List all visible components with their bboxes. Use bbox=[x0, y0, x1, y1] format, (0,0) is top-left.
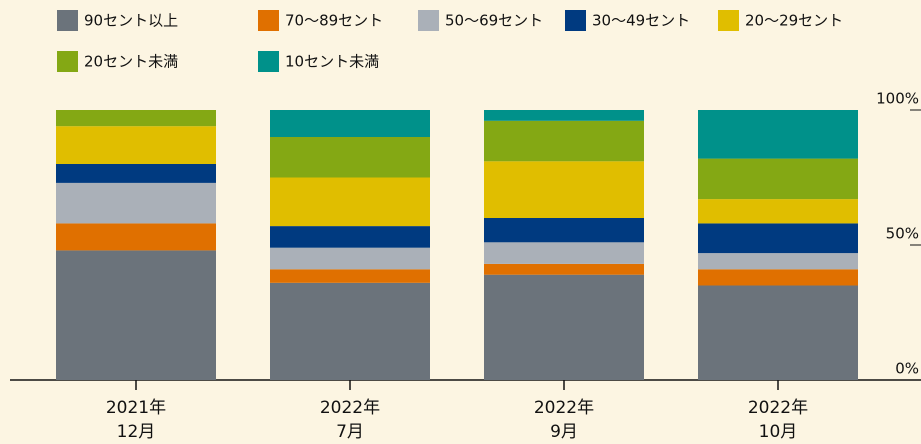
legend-swatch bbox=[258, 10, 279, 31]
bar-segment bbox=[484, 120, 644, 162]
legend-swatch bbox=[258, 51, 279, 72]
bar-segment bbox=[484, 242, 644, 264]
bar-segment bbox=[698, 223, 858, 254]
x-tick-label: 2021年 bbox=[106, 398, 166, 418]
y-tick-label: 0% bbox=[895, 360, 919, 378]
legend-label: 50〜69セント bbox=[445, 12, 543, 30]
bar-segment bbox=[484, 161, 644, 218]
bar-segment bbox=[698, 158, 858, 200]
y-tick-label: 50% bbox=[886, 225, 919, 243]
x-tick-label: 7月 bbox=[336, 422, 364, 442]
legend-swatch bbox=[57, 10, 78, 31]
bar-segment bbox=[270, 177, 430, 227]
bar-segment bbox=[698, 285, 858, 380]
bar-segment bbox=[698, 199, 858, 224]
bar-segment bbox=[270, 247, 430, 270]
legend-swatch bbox=[565, 10, 586, 31]
bar-segment bbox=[56, 250, 216, 380]
legend-label: 90セント以上 bbox=[84, 12, 178, 30]
x-tick-label: 2022年 bbox=[534, 398, 594, 418]
y-tick-label: 100% bbox=[876, 90, 919, 108]
bar-segment bbox=[698, 110, 858, 159]
bar-segment bbox=[270, 269, 430, 283]
x-tick-label: 2022年 bbox=[320, 398, 380, 418]
bar-segment bbox=[270, 137, 430, 178]
bar-segment bbox=[698, 269, 858, 286]
bar-segment bbox=[270, 110, 430, 137]
bar-segment bbox=[270, 226, 430, 248]
bar-segment bbox=[56, 110, 216, 127]
bar-segment bbox=[56, 182, 216, 224]
bar-segment bbox=[484, 218, 644, 243]
legend-label: 10セント未満 bbox=[285, 53, 379, 71]
legend-label: 20セント未満 bbox=[84, 53, 178, 71]
bar-segment bbox=[484, 110, 644, 121]
bar-segment bbox=[56, 126, 216, 164]
legend-swatch bbox=[418, 10, 439, 31]
bar-segment bbox=[484, 263, 644, 275]
bar-segment bbox=[484, 274, 644, 380]
x-tick-label: 9月 bbox=[550, 422, 578, 442]
bar-segment bbox=[56, 164, 216, 183]
legend-label: 30〜49セント bbox=[592, 12, 690, 30]
x-tick-label: 12月 bbox=[117, 422, 156, 442]
legend-label: 70〜89セント bbox=[285, 12, 383, 30]
bar-segment bbox=[56, 223, 216, 251]
x-tick-label: 2022年 bbox=[748, 398, 808, 418]
x-tick-label: 10月 bbox=[759, 422, 798, 442]
legend-swatch bbox=[718, 10, 739, 31]
legend-label: 20〜29セント bbox=[745, 12, 843, 30]
legend-swatch bbox=[57, 51, 78, 72]
bar-segment bbox=[698, 253, 858, 270]
bar-segment bbox=[270, 282, 430, 380]
